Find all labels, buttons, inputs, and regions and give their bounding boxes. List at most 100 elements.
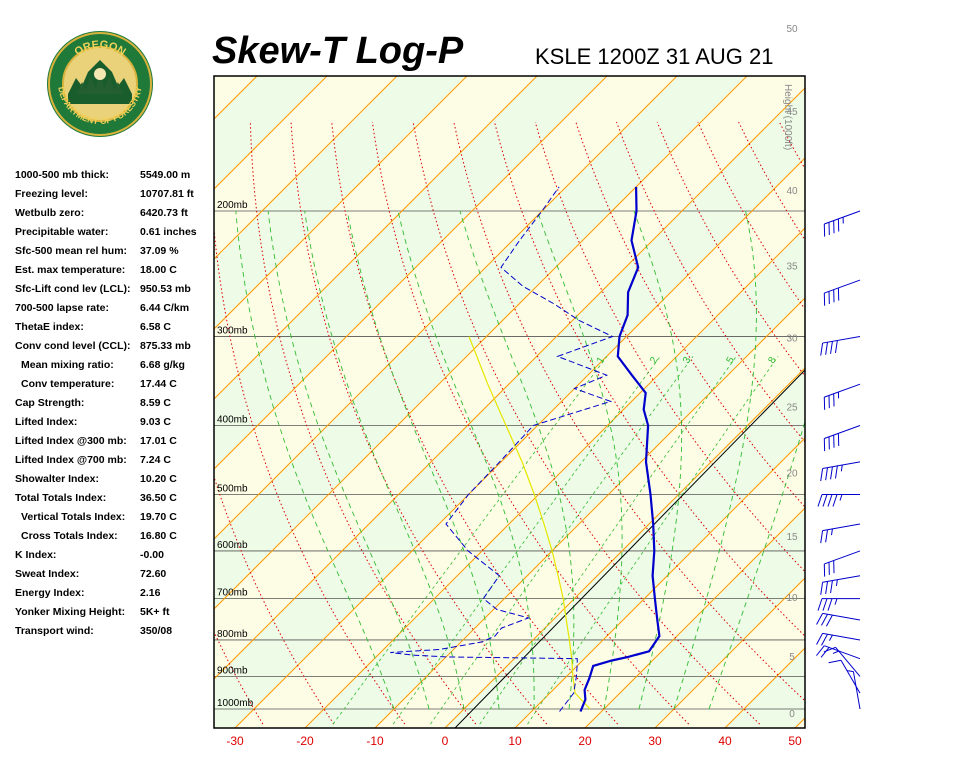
index-value: 19.70 C — [140, 511, 177, 523]
dry-adiabat-line — [214, 223, 406, 725]
plot-frame — [213, 75, 806, 729]
wind-barb — [847, 670, 861, 710]
index-row: Total Totals Index: 36.50 C — [15, 492, 215, 511]
index-row: Conv temperature: 17.44 C — [15, 378, 215, 397]
index-label: Cap Strength: — [15, 397, 85, 409]
index-value: 6420.73 ft — [140, 207, 188, 219]
wind-barb-feather — [825, 581, 828, 595]
wind-barb-shaft — [852, 671, 861, 710]
height-tick-label: 25 — [786, 402, 798, 413]
dry-adiabat-line — [79, 122, 192, 724]
index-row: Precipitable water: 0.61 inches — [15, 226, 215, 245]
dewpoint-trace — [390, 186, 614, 712]
x-tick-label: 0 — [442, 734, 449, 748]
wind-barb — [820, 335, 861, 356]
stability-indices-list: 1000-500 mb thick: 5549.00 m Freezing leve… — [15, 169, 215, 644]
index-value: 2.16 — [140, 587, 161, 599]
wind-barb — [816, 612, 861, 627]
moist-adiabat-line — [346, 210, 500, 710]
index-value: 7.24 C — [140, 454, 171, 466]
pressure-label: 900mb — [217, 665, 248, 676]
wind-barb-half-feather — [835, 579, 838, 587]
isotherm-line — [214, 76, 328, 190]
wind-barb — [820, 523, 861, 544]
pressure-label: 700mb — [217, 588, 248, 599]
wind-barb — [823, 383, 861, 410]
mixing-ratio-line — [332, 356, 608, 725]
wind-barb-feather — [820, 582, 824, 595]
height-tick-label: 20 — [786, 469, 798, 480]
wind-barb — [828, 659, 861, 694]
moist-adiabat-line — [633, 210, 683, 710]
index-label: Lifted Index: — [15, 416, 78, 428]
index-row: Lifted Index @300 mb: 17.01 C — [15, 435, 215, 454]
wind-barb-half-feather — [831, 528, 833, 536]
dry-adiabat-line — [453, 121, 805, 702]
index-label: Conv temperature: — [21, 378, 115, 390]
x-tick-label: -20 — [296, 734, 314, 748]
dry-adiabat-line — [214, 475, 335, 725]
index-row: Cap Strength: 8.59 C — [15, 397, 215, 416]
index-label: Sfc-Lift cond lev (LCL): — [15, 283, 131, 295]
isotherm-line — [214, 76, 608, 470]
index-row: Energy Index: 2.16 — [15, 587, 215, 606]
wind-barb-shaft — [824, 645, 861, 660]
pressure-label: 500mb — [217, 484, 248, 495]
index-label: Transport wind: — [15, 625, 94, 637]
index-value: 9.03 C — [140, 416, 171, 428]
isotherm-line — [304, 227, 805, 728]
wind-barb-shaft — [822, 461, 861, 470]
isotherm-line — [865, 76, 960, 728]
index-label: Est. max temperature: — [15, 264, 126, 276]
index-label: Lifted Index @300 mb: — [15, 435, 127, 447]
index-value: 37.09 % — [140, 245, 179, 257]
index-value: 10.20 C — [140, 473, 177, 485]
mixing-ratio-line — [479, 356, 737, 725]
isotherm-line — [214, 76, 748, 610]
index-row: Showalter Index: 10.20 C — [15, 473, 215, 492]
index-row: 1000-500 mb thick: 5549.00 m — [15, 169, 215, 188]
wind-barb — [823, 425, 861, 452]
isotherm-line — [214, 76, 398, 260]
index-label: Sfc-500 mean rel hum: — [15, 245, 128, 257]
wind-barb-shaft — [824, 550, 861, 565]
dry-adiabat-line — [861, 122, 960, 724]
wind-barb — [823, 279, 861, 306]
index-value: 950.53 mb — [140, 283, 191, 295]
index-value: 17.44 C — [140, 378, 177, 390]
index-label: Mean mixing ratio: — [21, 359, 114, 371]
oregon-department-of-forestry-logo: OREGON DEPARTMENT OF FORESTRY — [47, 31, 153, 137]
mixing-ratio-line — [527, 356, 779, 725]
index-row: Yonker Mixing Height: 5K+ ft — [15, 606, 215, 625]
wind-barb-half-feather — [840, 464, 843, 472]
x-tick-label: -30 — [226, 734, 244, 748]
index-label: K Index: — [15, 549, 57, 561]
index-row: Wetbulb zero: 6420.73 ft — [15, 207, 215, 226]
wind-barb-feather — [827, 598, 833, 611]
index-label: Lifted Index @700 mb: — [15, 454, 127, 466]
wind-barb-shaft — [822, 612, 861, 621]
wind-barb-feather — [834, 465, 838, 479]
isotherm-line — [214, 76, 678, 540]
wind-barb — [816, 645, 861, 660]
isotherm-line — [234, 157, 805, 728]
index-label: Wetbulb zero: — [15, 207, 85, 219]
index-label: Conv cond level (CCL): — [15, 340, 131, 352]
dry-adiabat-line — [290, 121, 548, 725]
index-value: 36.50 C — [140, 492, 177, 504]
index-row: Freezing level: 10707.81 ft — [15, 188, 215, 207]
pressure-label: 200mb — [217, 200, 248, 211]
index-row: Sweat Index: 72.60 — [15, 568, 215, 587]
wind-barb-half-feather — [839, 494, 843, 501]
index-label: Energy Index: — [15, 587, 85, 599]
mixing-ratio-label: 1 — [595, 355, 608, 366]
index-value: 18.00 C — [140, 264, 177, 276]
index-label: Total Totals Index: — [15, 492, 107, 504]
index-value: 875.33 mb — [140, 340, 191, 352]
pressure-label: 800mb — [217, 629, 248, 640]
reference-line — [454, 369, 805, 728]
index-row: Lifted Index @700 mb: 7.24 C — [15, 454, 215, 473]
dry-adiabat-line — [901, 122, 960, 724]
height-tick-label: 15 — [786, 532, 798, 543]
wind-barb-half-feather — [847, 670, 854, 673]
